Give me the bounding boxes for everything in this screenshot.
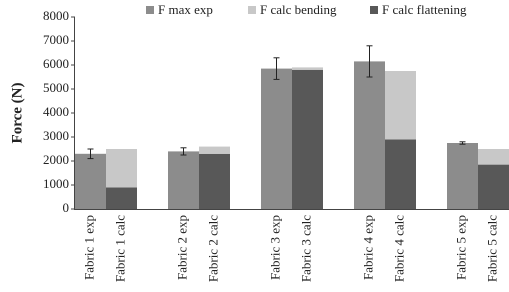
- legend-label: F calc bending: [260, 2, 337, 17]
- bar: [292, 67, 323, 70]
- y-tick-label: 3000: [43, 128, 69, 143]
- error-bar: [273, 57, 280, 80]
- error-bar: [87, 148, 94, 160]
- bar: [385, 139, 416, 209]
- bar: [199, 153, 230, 209]
- bar: [354, 61, 385, 210]
- bar: [478, 149, 509, 165]
- x-tick-label: Fabric 5 exp: [453, 215, 468, 280]
- bar: [199, 146, 230, 154]
- legend-swatch: [146, 6, 154, 14]
- x-tick-label: Fabric 4 exp: [360, 215, 375, 280]
- legend-swatch: [370, 6, 378, 14]
- x-tick-label: Fabric 1 calc: [112, 215, 127, 282]
- x-tick-label: Fabric 5 calc: [484, 215, 499, 282]
- y-tick-label: 8000: [43, 8, 69, 23]
- bar: [75, 153, 106, 209]
- x-tick-label: Fabric 2 calc: [205, 215, 220, 282]
- bar: [292, 69, 323, 209]
- y-tick-label: 5000: [43, 80, 69, 95]
- x-tick-label: Fabric 4 calc: [391, 215, 406, 282]
- y-tick-label: 1000: [43, 176, 69, 191]
- bar: [106, 187, 137, 209]
- x-tick-label: Fabric 2 exp: [174, 215, 189, 280]
- y-tick-label: 7000: [43, 32, 69, 47]
- legend-label: F calc flattening: [382, 2, 467, 17]
- y-tick-label: 4000: [43, 104, 69, 119]
- y-tick-label: 0: [63, 200, 70, 215]
- x-tick-label: Fabric 3 exp: [267, 215, 282, 280]
- y-tick-label: 6000: [43, 56, 69, 71]
- error-bar: [459, 141, 466, 145]
- x-tick-label: Fabric 1 exp: [81, 215, 96, 280]
- error-bar: [366, 45, 373, 78]
- bar: [261, 68, 292, 209]
- x-tick-label: Fabric 3 calc: [298, 215, 313, 282]
- error-bar: [180, 147, 187, 156]
- bar: [106, 149, 137, 188]
- y-axis-title: Force (N): [9, 83, 25, 144]
- legend-label: F max exp: [158, 2, 213, 17]
- bar: [168, 151, 199, 209]
- bar: [447, 143, 478, 209]
- y-tick-label: 2000: [43, 152, 69, 167]
- bar: [478, 164, 509, 209]
- legend-swatch: [248, 6, 256, 14]
- bar: [385, 71, 416, 140]
